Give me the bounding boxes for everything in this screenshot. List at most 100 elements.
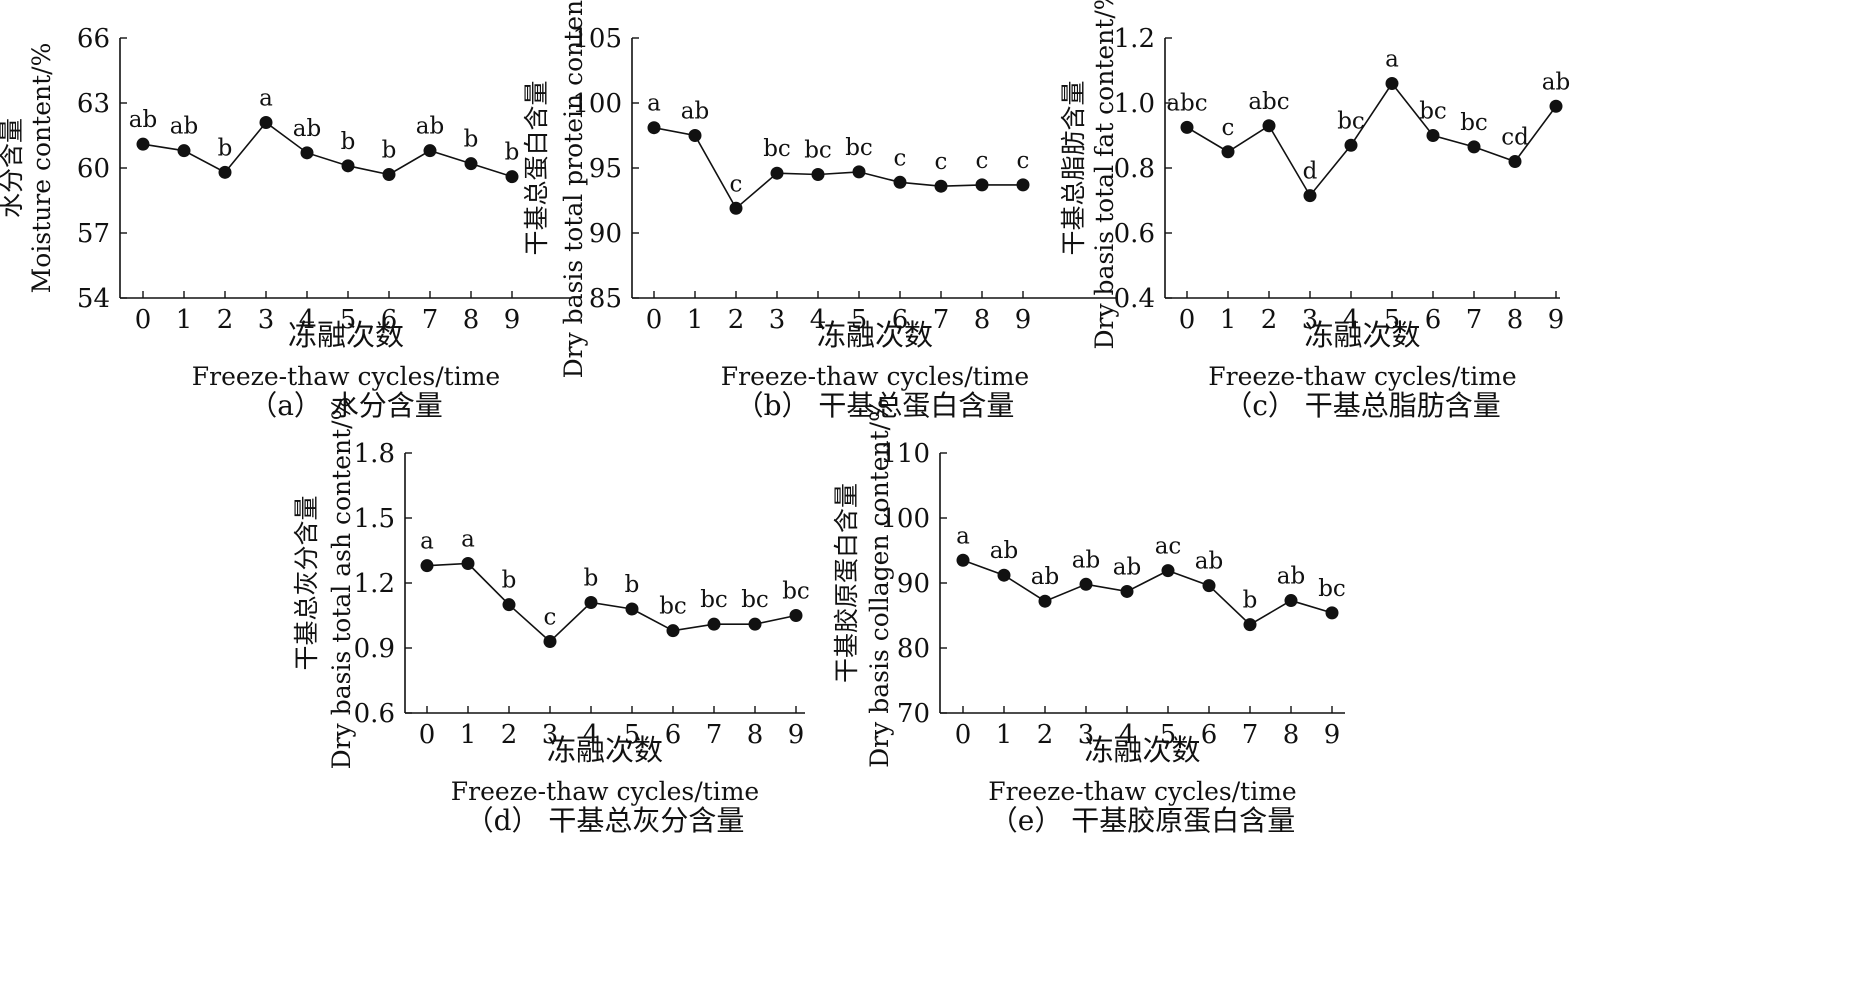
y-axis-title-en: Dry basis collagen content/% xyxy=(865,398,894,768)
significance-label: abc xyxy=(1166,90,1207,116)
significance-label: bc xyxy=(741,587,769,613)
x-tick-label: 8 xyxy=(974,305,991,335)
x-tick-label: 5 xyxy=(1384,305,1401,335)
data-point xyxy=(1508,155,1522,168)
significance-label: d xyxy=(1303,159,1318,185)
x-axis-title-cn: 冻融次数 xyxy=(547,733,663,767)
y-tick-label: 95 xyxy=(589,154,622,184)
x-tick-label: 3 xyxy=(258,305,275,335)
y-tick-label: 0.8 xyxy=(1114,154,1155,184)
data-point xyxy=(707,617,721,631)
data-point xyxy=(748,617,762,631)
significance-label: a xyxy=(420,529,434,555)
series-line xyxy=(426,562,797,643)
significance-label: ab xyxy=(1113,554,1141,580)
significance-label: ab xyxy=(1031,564,1059,590)
data-point xyxy=(1221,145,1235,159)
y-axis-title-en: Moisture content/% xyxy=(27,43,56,294)
x-tick-label: 3 xyxy=(542,720,559,750)
x-tick-label: 2 xyxy=(1261,305,1278,335)
significance-label: c xyxy=(894,145,907,171)
significance-label: cd xyxy=(1501,125,1529,151)
x-tick-label: 8 xyxy=(747,720,764,750)
x-tick-label: 6 xyxy=(381,305,398,335)
significance-label: c xyxy=(1017,148,1030,174)
y-tick-label: 66 xyxy=(77,24,110,54)
data-point xyxy=(300,146,314,160)
data-point xyxy=(934,179,948,193)
x-axis-title-cn: 冻融次数 xyxy=(288,318,404,352)
y-axis-title-en: Dry basis total ash content/% xyxy=(327,397,356,770)
data-point xyxy=(461,557,475,570)
data-point xyxy=(136,137,150,151)
x-tick-label: 1 xyxy=(176,305,193,335)
x-tick-label: 0 xyxy=(955,720,972,750)
significance-label: ac xyxy=(1155,534,1182,560)
series-line xyxy=(653,126,1023,210)
significance-label: b xyxy=(584,566,599,592)
data-point xyxy=(1079,577,1093,591)
y-tick-label: 1.0 xyxy=(1114,89,1155,119)
x-tick-label: 6 xyxy=(1201,720,1218,750)
x-tick-label: 2 xyxy=(728,305,745,335)
significance-label: abc xyxy=(1248,89,1289,115)
x-tick-label: 7 xyxy=(422,305,439,335)
significance-label: bc xyxy=(845,135,873,161)
y-tick-label: 0.4 xyxy=(1114,284,1155,314)
significance-label: a xyxy=(461,527,475,553)
y-tick-label: 54 xyxy=(77,284,110,314)
x-tick-label: 3 xyxy=(1302,305,1319,335)
y-tick-label: 63 xyxy=(77,89,110,119)
y-axis-title-en: Dry basis total fat content/% xyxy=(1090,0,1119,350)
x-axis-title-en: Freeze-thaw cycles/time xyxy=(721,362,1029,391)
data-point xyxy=(1303,189,1317,203)
data-point xyxy=(789,609,803,622)
data-point xyxy=(666,624,680,638)
series-line xyxy=(142,121,513,178)
x-tick-label: 1 xyxy=(1220,305,1237,335)
y-tick-label: 1.5 xyxy=(354,504,395,534)
x-tick-label: 5 xyxy=(624,720,641,750)
data-point xyxy=(218,165,232,179)
data-point xyxy=(543,635,557,648)
x-tick-label: 3 xyxy=(1078,720,1095,750)
x-tick-label: 7 xyxy=(933,305,950,335)
y-tick-label: 0.6 xyxy=(354,699,395,729)
data-point xyxy=(975,178,989,192)
data-point xyxy=(1180,120,1194,134)
significance-label: ab xyxy=(681,99,709,125)
x-axis-title-cn: 冻融次数 xyxy=(817,318,933,352)
y-tick-label: 90 xyxy=(589,219,622,249)
data-point xyxy=(382,168,396,181)
data-point xyxy=(893,175,907,189)
x-tick-label: 3 xyxy=(769,305,786,335)
significance-label: bc xyxy=(1318,576,1346,602)
x-tick-label: 9 xyxy=(1324,720,1341,750)
significance-label: a xyxy=(647,91,661,117)
data-point xyxy=(956,553,970,567)
x-tick-label: 6 xyxy=(665,720,682,750)
significance-label: b xyxy=(218,135,233,161)
y-tick-label: 1.8 xyxy=(354,439,395,469)
data-point xyxy=(1344,138,1358,152)
y-tick-label: 100 xyxy=(880,504,930,534)
significance-label: ab xyxy=(1072,547,1100,573)
significance-label: ab xyxy=(990,538,1018,564)
x-tick-label: 1 xyxy=(996,720,1013,750)
x-tick-label: 2 xyxy=(1037,720,1054,750)
x-axis-title-en: Freeze-thaw cycles/time xyxy=(451,777,759,806)
panel-caption: （b） 干基总蛋白含量 xyxy=(736,389,1015,422)
data-point xyxy=(1120,584,1134,598)
significance-label: bc xyxy=(804,138,832,164)
data-point xyxy=(505,170,519,184)
significance-label: b xyxy=(464,127,479,153)
y-tick-label: 0.9 xyxy=(354,634,395,664)
significance-label: bc xyxy=(782,579,810,605)
x-tick-label: 4 xyxy=(1119,720,1136,750)
y-tick-label: 1.2 xyxy=(1114,24,1155,54)
y-axis-title-en: Dry basis total protein content/% xyxy=(559,0,588,378)
significance-label: ab xyxy=(170,114,198,140)
